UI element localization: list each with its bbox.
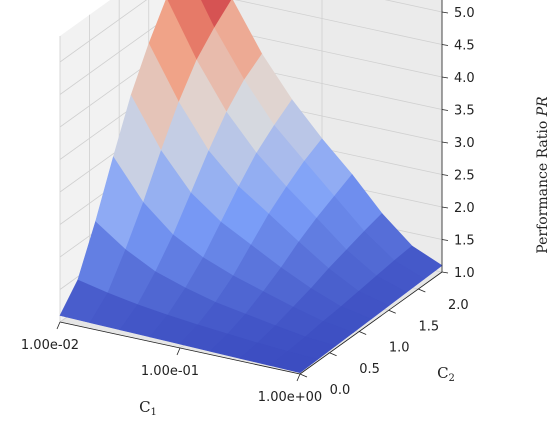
x-axis-label: C1 xyxy=(139,398,157,418)
axes: 1.00e-02 1.00e-01 1.00e+00 0.0 0.5 1.0 1.5 2.0 1… xyxy=(21,0,475,405)
z-tick-mark xyxy=(441,141,449,144)
surface-patch xyxy=(269,351,319,374)
y-axis-label: C2 xyxy=(437,364,455,384)
z-tick-mark xyxy=(441,239,449,241)
y-tick-label: 1.5 xyxy=(418,319,439,334)
y-tick-label: 0.0 xyxy=(330,383,351,398)
z-tick-mark xyxy=(441,109,449,111)
z-tick-mark xyxy=(441,206,449,209)
y-tick-mark xyxy=(388,309,396,314)
z-tick-label: 5.0 xyxy=(454,6,475,21)
y-tick-mark xyxy=(359,331,367,335)
y-tick-mark xyxy=(329,352,337,357)
z-tick-mark xyxy=(441,11,449,14)
y-tick-label: 2.0 xyxy=(448,298,469,313)
y-tick-label: 0.5 xyxy=(359,362,380,377)
z-axis-label: Performance Ratio PR xyxy=(535,96,551,254)
z-tick-label: 4.5 xyxy=(454,39,475,54)
x-tick-label: 1.00e+00 xyxy=(258,390,322,405)
grid-line xyxy=(59,0,147,63)
y-tick-mark xyxy=(299,373,308,378)
z-tick-label: 1.0 xyxy=(454,266,475,281)
z-tick-label: 1.5 xyxy=(454,234,475,249)
surface-mesh xyxy=(59,0,443,374)
y-tick-label: 1.0 xyxy=(389,341,410,356)
x-tick-label: 1.00e-02 xyxy=(21,338,79,353)
z-tick-mark xyxy=(441,76,449,79)
z-tick-label: 4.0 xyxy=(454,71,475,86)
z-tick-label: 2.0 xyxy=(454,201,475,216)
z-tick-mark xyxy=(441,271,449,274)
grid-line xyxy=(384,0,443,13)
z-tick-label: 3.5 xyxy=(454,104,475,119)
x-tick-mark xyxy=(56,321,61,330)
z-tick-mark xyxy=(441,44,449,46)
z-tick-label: 3.0 xyxy=(454,136,475,151)
y-tick-mark xyxy=(418,288,426,293)
z-tick-mark xyxy=(441,174,449,176)
x-tick-label: 1.00e-01 xyxy=(141,364,199,379)
z-tick-label: 2.5 xyxy=(454,169,475,184)
x-tick-mark xyxy=(296,373,301,382)
x-tick-mark xyxy=(176,347,181,356)
